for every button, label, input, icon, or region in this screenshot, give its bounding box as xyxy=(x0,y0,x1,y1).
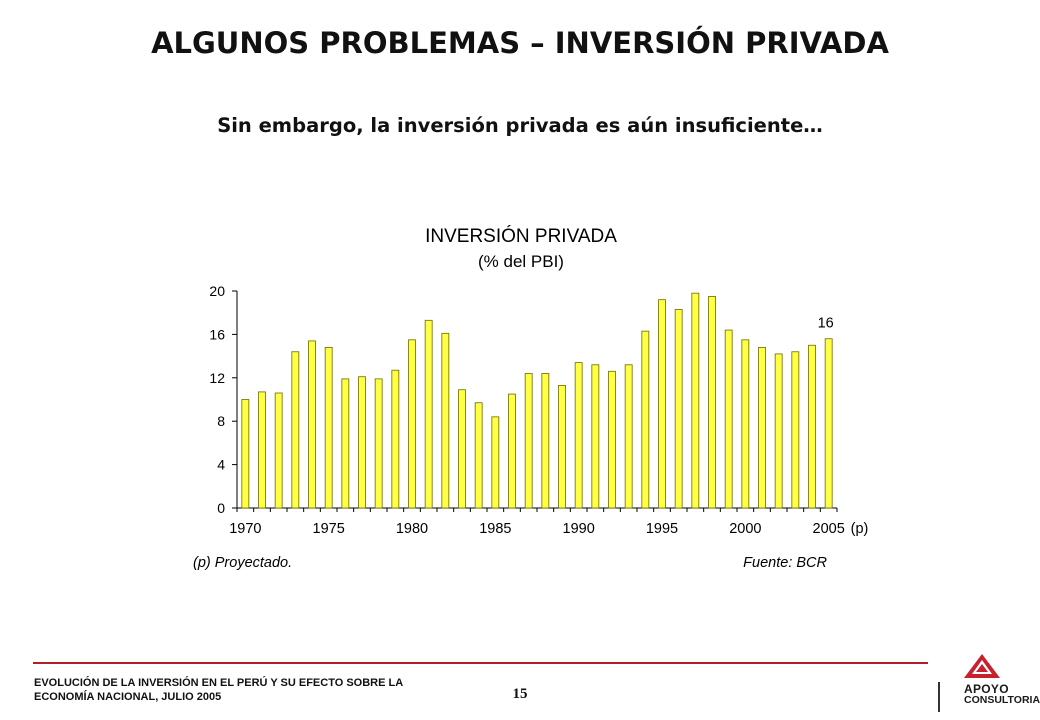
bar-1997 xyxy=(691,292,700,509)
logo-text-apoyo: APOYO xyxy=(964,682,1009,696)
bar-1973 xyxy=(291,351,300,509)
bar-1970 xyxy=(241,399,250,509)
bar-1999 xyxy=(724,329,733,509)
y-tick-label: 16 xyxy=(209,326,225,342)
bar-1993 xyxy=(624,364,633,509)
bar-2002 xyxy=(774,353,783,509)
bar-1984 xyxy=(474,402,483,509)
bar-1974 xyxy=(308,340,316,509)
chart-note-source: Fuente: BCR xyxy=(743,555,827,571)
bar-1995 xyxy=(658,299,666,509)
chart-note-projected: (p) Proyectado. xyxy=(193,555,292,571)
y-tick-label: 20 xyxy=(209,283,225,299)
bar-1989 xyxy=(558,384,566,509)
page-number: 15 xyxy=(512,686,528,702)
data-label: 16 xyxy=(818,316,834,332)
y-tick-label: 12 xyxy=(209,370,225,386)
bar-1988 xyxy=(541,373,550,509)
bar-chart: INVERSIÓN PRIVADA (% del PBI) 0 4 8 12 16 20 1… xyxy=(193,225,868,571)
x-tick-label: 2000 xyxy=(729,521,761,537)
logo-text-consultoria: CONSULTORIA xyxy=(964,694,1040,706)
bar-1981 xyxy=(424,319,433,509)
bar-1971 xyxy=(258,391,266,509)
chart-title: INVERSIÓN PRIVADA xyxy=(425,225,617,247)
bar-1986 xyxy=(508,393,516,509)
bar-1990 xyxy=(574,362,583,509)
chart-subtitle: (% del PBI) xyxy=(478,252,564,271)
page-subtitle: Sin embargo, la inversión privada es aún… xyxy=(217,114,823,137)
bar-1975 xyxy=(324,347,333,509)
y-tick-label: 4 xyxy=(217,457,225,473)
bar-1996 xyxy=(674,309,683,509)
bar-1982 xyxy=(441,332,450,509)
bar-2000 xyxy=(741,339,750,509)
bar-1977 xyxy=(358,376,366,509)
bar-2001 xyxy=(758,347,766,509)
bar-1983 xyxy=(458,389,466,509)
bar-2005 xyxy=(824,338,833,509)
chart-bars xyxy=(241,292,833,509)
apoyo-logo-icon xyxy=(938,654,1000,712)
bar-1987 xyxy=(524,373,533,509)
bar-1978 xyxy=(374,378,383,509)
footer-rule xyxy=(33,662,928,664)
y-tick-label: 8 xyxy=(217,413,225,429)
footer-line-1: EVOLUCIÓN DE LA INVERSIÓN EN EL PERÚ Y S… xyxy=(34,677,404,689)
bar-1991 xyxy=(591,364,600,509)
x-tick-label: 2005 xyxy=(813,521,845,537)
x-tick-suffix: (p) xyxy=(851,521,869,537)
bar-1998 xyxy=(708,296,716,509)
bar-1985 xyxy=(491,416,500,509)
chart-axes xyxy=(232,290,838,512)
x-tick-label: 1970 xyxy=(229,521,261,537)
bar-1979 xyxy=(391,369,400,509)
chart-labels: 0 4 8 12 16 20 1970 1975 1980 1985 1990 1995 2000 200… xyxy=(209,283,868,537)
bar-1992 xyxy=(608,370,616,509)
bar-1994 xyxy=(641,330,650,509)
x-tick-label: 1990 xyxy=(563,521,595,537)
bar-2003 xyxy=(791,351,800,509)
footer-caption: EVOLUCIÓN DE LA INVERSIÓN EN EL PERÚ Y S… xyxy=(34,676,494,704)
x-tick-label: 1975 xyxy=(313,521,345,537)
x-tick-label: 1980 xyxy=(396,521,428,537)
y-tick-label: 0 xyxy=(217,500,225,516)
page-title: ALGUNOS PROBLEMAS – INVERSIÓN PRIVADA xyxy=(151,26,889,60)
bar-2004 xyxy=(808,344,816,509)
bar-1972 xyxy=(274,392,283,509)
x-tick-label: 1995 xyxy=(646,521,678,537)
bar-1976 xyxy=(341,378,350,509)
bar-1980 xyxy=(408,339,416,509)
footer-line-2: ECONOMÍA NACIONAL, JULIO 2005 xyxy=(34,691,222,703)
x-tick-label: 1985 xyxy=(479,521,511,537)
